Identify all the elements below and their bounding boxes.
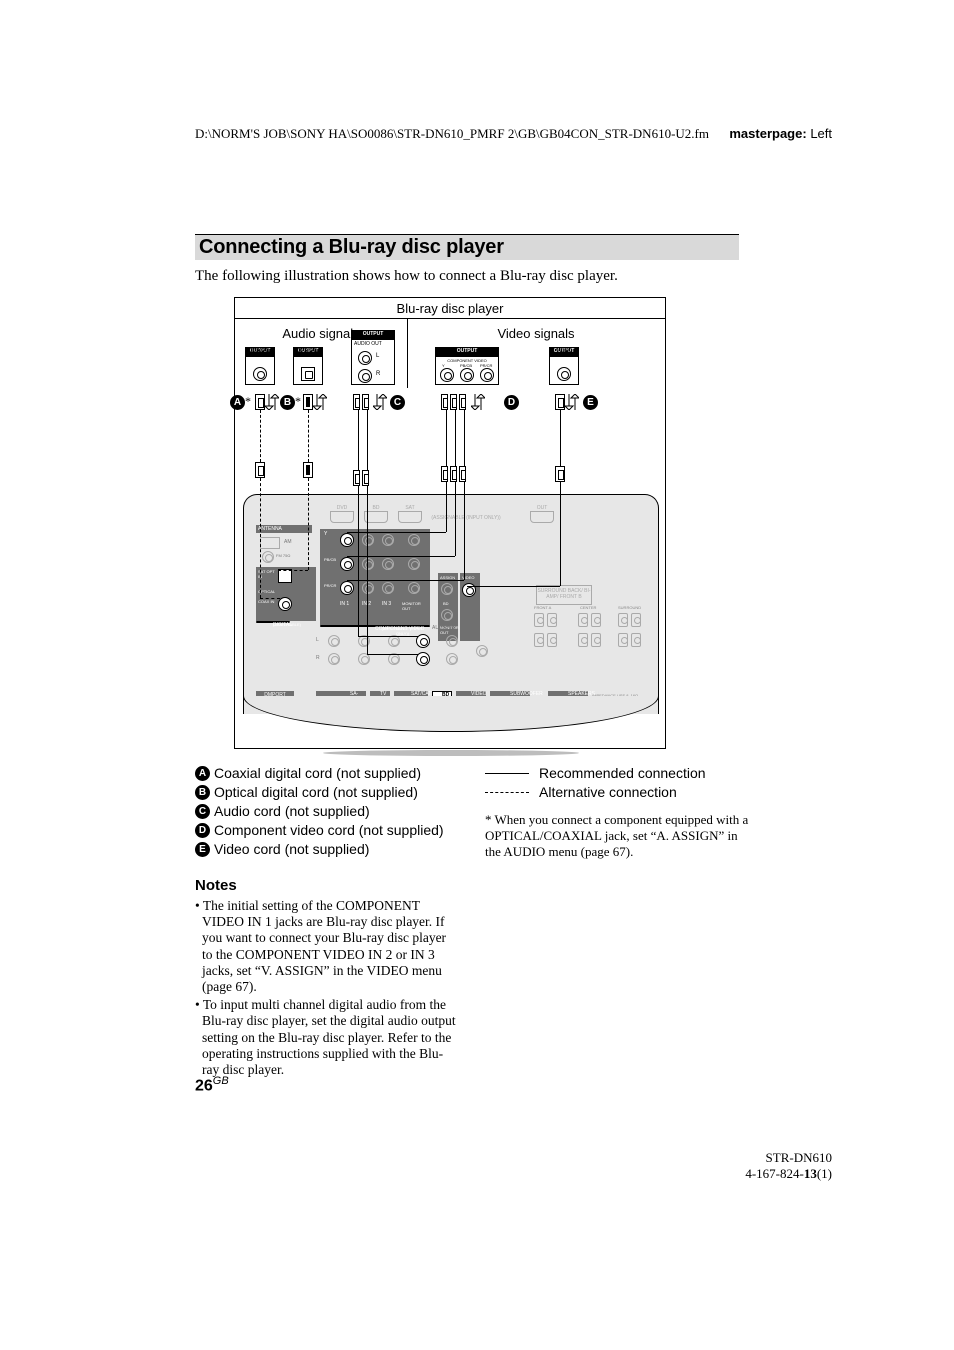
- legend-item-b: BOptical digital cord (not supplied): [195, 783, 444, 802]
- plug-video: [555, 394, 565, 410]
- legend-recommended: Recommended connection: [485, 764, 706, 783]
- page-number: 26GB: [195, 1075, 229, 1095]
- digital-label: DIGITAL (ASSIGNABLE): [256, 621, 290, 623]
- file-path: D:\NORM'S JOB\SONY HA\SO0086\STR-DN610_P…: [195, 126, 709, 142]
- digital-in-block: SAT OPT IN OPTICAL COAX IN: [256, 567, 316, 621]
- jack-video: OUTPUT VIDEO: [549, 347, 579, 385]
- masterpage-key: masterpage:: [729, 126, 806, 141]
- notes-heading: Notes: [195, 877, 237, 894]
- jack-audio-out: OUTPUT AUDIO OUT L R: [351, 330, 395, 385]
- component-block: Y PB/CB PR/CR IN 1: [320, 529, 430, 625]
- plug-coax: [255, 394, 265, 410]
- notes-list: The initial setting of the COMPONENT VID…: [195, 898, 458, 1080]
- footer-model: STR-DN610: [745, 1150, 832, 1166]
- masterpage-label: masterpage: Left: [729, 126, 832, 141]
- arrows-icon: [265, 394, 279, 410]
- cable-row: A * B * C D: [235, 394, 665, 414]
- legend-item-e: EVideo cord (not supplied): [195, 840, 444, 859]
- antenna-block: ANTENNA AM FM 75Ω: [256, 525, 312, 563]
- section-intro: The following illustration shows how to …: [195, 268, 618, 285]
- note-item: The initial setting of the COMPONENT VID…: [195, 898, 458, 995]
- receiver-back-panel: DVD BD SAT (ASSIGNABLE (INPUT ONLY)) OUT…: [243, 494, 659, 714]
- plug-optical: [303, 394, 313, 410]
- bullet-c: C: [390, 395, 405, 410]
- arrows-icon: [565, 394, 579, 410]
- legend-item-a: ACoaxial digital cord (not supplied): [195, 764, 444, 783]
- hdmi-row: DVD BD SAT (ASSIGNABLE (INPUT ONLY)) OUT: [330, 505, 590, 527]
- bullet-a: A: [230, 395, 245, 410]
- connection-diagram: Blu-ray disc player Audio signals Video …: [234, 297, 666, 749]
- arrows-icon: [313, 394, 327, 410]
- shadow: [323, 750, 579, 756]
- legend-item-d: DComponent video cord (not supplied): [195, 821, 444, 840]
- footer-docnum: 4-167-824-13(1): [745, 1166, 832, 1182]
- legend-cords: ACoaxial digital cord (not supplied) BOp…: [195, 764, 444, 859]
- jack-digital-optical: OUTPUT DIGITAL OPTICAL: [293, 347, 323, 385]
- manual-page: D:\NORM'S JOB\SONY HA\SO0086\STR-DN610_P…: [0, 0, 954, 1350]
- bullet-e: E: [583, 395, 598, 410]
- arrows-icon: [373, 394, 387, 410]
- section-title: Connecting a Blu-ray disc player: [199, 236, 504, 259]
- plug-component: [441, 394, 469, 410]
- legend-item-c: CAudio cord (not supplied): [195, 802, 444, 821]
- bullet-b: B: [280, 395, 295, 410]
- section-title-bar: Connecting a Blu-ray disc player: [195, 234, 739, 260]
- diagram-title: Blu-ray disc player: [235, 301, 665, 316]
- footer-docref: STR-DN610 4-167-824-13(1): [745, 1150, 832, 1182]
- speakers-block: FRONT A CENTER SURROUND: [534, 605, 650, 663]
- masterpage-value: Left: [810, 126, 832, 141]
- bullet-d: D: [504, 395, 519, 410]
- jack-digital-coaxial: OUTPUT DIGITAL COAXIAL: [245, 347, 275, 385]
- arrows-icon: [471, 394, 485, 410]
- surround-back-label: SURROUND BACK/ BI-AMP/ FRONT B: [536, 585, 592, 605]
- note-item: To input multi channel digital audio fro…: [195, 997, 458, 1078]
- video-signals-label: Video signals: [407, 326, 665, 341]
- footnote-asterisk: * When you connect a component equipped …: [485, 812, 750, 860]
- legend-lines: Recommended connection Alternative conne…: [485, 764, 706, 802]
- jack-component-video: OUTPUT COMPONENT VIDEO Y PB/CB PR/CR: [435, 347, 499, 385]
- legend-alternative: Alternative connection: [485, 783, 706, 802]
